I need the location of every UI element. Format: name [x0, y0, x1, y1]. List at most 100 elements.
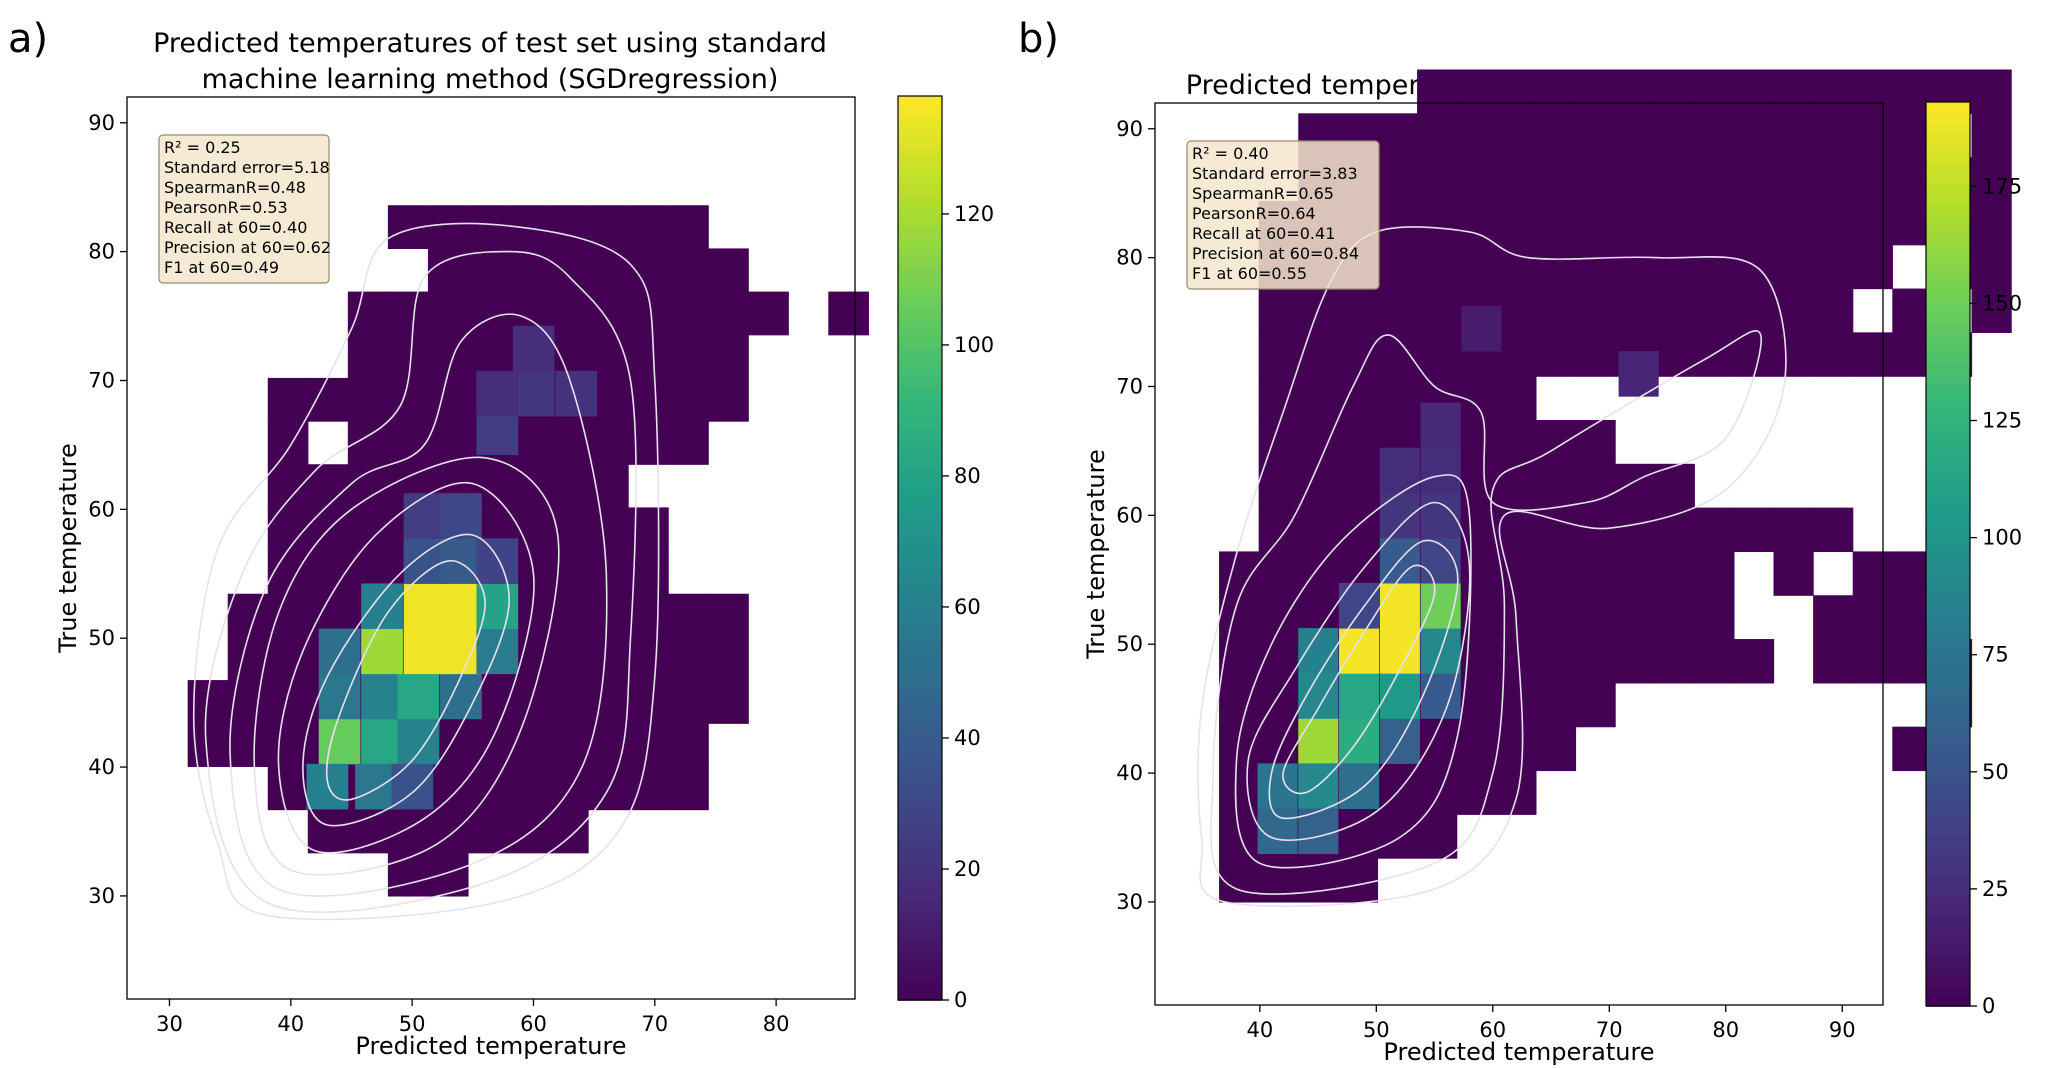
- heatmap-cell: [267, 377, 309, 422]
- colorbar-segment: [1926, 272, 1970, 284]
- colorbar-segment: [1926, 423, 1970, 435]
- colorbar-segment: [898, 758, 942, 770]
- heatmap-cell: [748, 291, 789, 336]
- colorbar-tick-label: 20: [954, 857, 981, 881]
- colorbar-segment: [1926, 172, 1970, 184]
- heatmap-cell: [668, 593, 709, 638]
- x-tick-label: 30: [156, 1012, 183, 1036]
- heatmap-cell: [1852, 113, 1893, 158]
- colorbar-segment: [1926, 152, 1970, 164]
- colorbar-segment: [898, 467, 942, 479]
- colorbar-segment: [1926, 885, 1970, 897]
- heatmap-cell: [467, 809, 509, 854]
- heatmap-cell: [1773, 113, 1814, 158]
- heatmap-cell: [1258, 507, 1299, 553]
- colorbar-segment: [898, 869, 942, 881]
- heatmap-cell: [1420, 673, 1461, 719]
- heatmap-cell: [668, 248, 709, 293]
- y-tick-label: 80: [1116, 246, 1143, 270]
- y-axis-label: True temperature: [1082, 449, 1110, 659]
- colorbar-segment: [1926, 925, 1970, 937]
- heatmap-cell: [403, 538, 446, 584]
- heatmap-cell: [507, 464, 549, 509]
- heatmap-cell: [507, 680, 549, 724]
- heatmap-cell: [1971, 200, 2012, 246]
- heatmap-cell: [440, 628, 482, 675]
- plot-frame: [1154, 102, 1884, 1006]
- heatmap-cell: [1852, 332, 1893, 377]
- stats-line: Precision at 60=0.62: [164, 238, 331, 257]
- colorbar-tick-label: 150: [1982, 291, 2022, 315]
- stats-box-background: [1186, 140, 1380, 290]
- chart-title-line-1: Predicted temperatures of test set using…: [153, 28, 827, 59]
- heatmap-cell: [588, 421, 629, 465]
- panel-b: b) Predicted temperatures original data …: [1018, 16, 2022, 1066]
- heatmap-cell: [1417, 113, 1458, 158]
- colorbar-segment: [898, 457, 942, 469]
- heatmap-cell: [1654, 69, 1695, 114]
- y-axis: 30 40 50 60 70 80 90: [88, 111, 127, 908]
- colorbar-segment: [898, 186, 942, 198]
- colorbar-segment: [898, 397, 942, 409]
- heatmap-cell: [318, 628, 361, 675]
- heatmap-cell: [548, 550, 589, 595]
- colorbar-segment: [898, 236, 942, 248]
- heatmap-cell: [227, 680, 269, 724]
- heatmap-cell: [1337, 419, 1379, 465]
- heatmap-cell: [1773, 507, 1814, 553]
- heatmap-cell: [1813, 288, 1854, 333]
- heatmap-cell: [387, 809, 429, 854]
- density-contour: [253, 456, 560, 876]
- heatmap-cell: [708, 680, 749, 724]
- heatmap-cell: [387, 334, 429, 379]
- heatmap-cell: [1456, 69, 1497, 114]
- heatmap-cell: [1694, 69, 1735, 114]
- heatmap-cell: [1971, 113, 2012, 158]
- heatmap-cell: [397, 673, 440, 720]
- heatmap-cell: [1496, 507, 1537, 553]
- heatmap-cell: [628, 421, 669, 465]
- heatmap-cell: [427, 291, 469, 336]
- heatmap-cell: [1496, 463, 1537, 509]
- heatmap-cell: [1773, 244, 1814, 290]
- heatmap-cell: [512, 370, 555, 417]
- heatmap-cell: [476, 538, 519, 584]
- heatmap-cell: [588, 464, 629, 509]
- colorbar-segment: [898, 578, 942, 589]
- heatmap-cell: [1813, 639, 1854, 684]
- heatmap-cell: [1219, 595, 1260, 640]
- colorbar-segment: [898, 286, 942, 298]
- colorbar-segment: [1926, 513, 1970, 525]
- heatmap-cell: [1971, 69, 2012, 114]
- colorbar-segment: [1926, 222, 1970, 234]
- heatmap-cell: [1339, 582, 1380, 629]
- heatmap-cell: [1654, 288, 1695, 333]
- colorbar-segment: [898, 357, 942, 368]
- colorbar-segment: [1926, 945, 1970, 957]
- heatmap-cell: [1258, 551, 1299, 596]
- x-axis: 40 50 60 70 80 90: [1246, 1005, 1856, 1042]
- colorbar-tick-label: 40: [954, 726, 981, 750]
- heatmap-cell: [1298, 463, 1339, 509]
- colorbar-segment: [1926, 554, 1970, 565]
- colorbar-segment: [898, 949, 942, 961]
- colorbar-segment: [898, 206, 942, 218]
- heatmap-cell: [1813, 69, 1854, 114]
- heatmap-cell: [1417, 244, 1458, 290]
- heatmap-cell: [267, 680, 309, 724]
- heatmap-cell: [1852, 200, 1893, 246]
- colorbar-segment: [1926, 403, 1970, 415]
- x-axis-label: Predicted temperature: [1383, 1038, 1654, 1066]
- colorbar-segment: [1926, 704, 1970, 716]
- colorbar-segment: [1926, 312, 1970, 324]
- stats-line: Recall at 60=0.41: [1192, 224, 1335, 243]
- colorbar-segment: [1926, 584, 1970, 595]
- colorbar-segment: [898, 327, 942, 338]
- heatmap-cell: [1298, 673, 1339, 719]
- colorbar-segment: [898, 256, 942, 268]
- heatmap-cell: [507, 248, 549, 293]
- heatmap-cell: [588, 636, 629, 681]
- heatmap-cell: [1535, 244, 1577, 290]
